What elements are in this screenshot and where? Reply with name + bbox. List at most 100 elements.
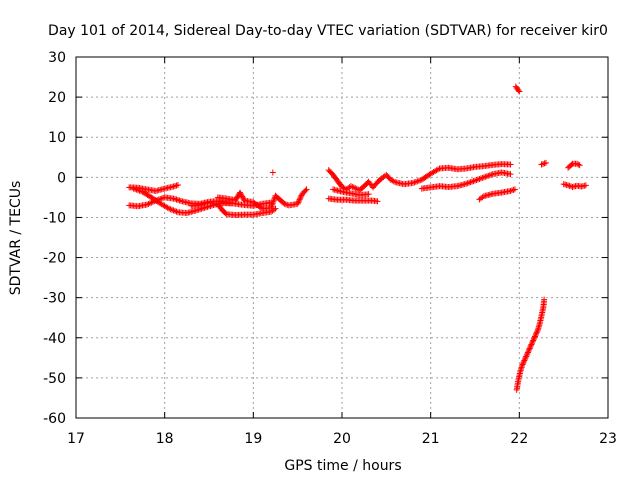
data-point — [302, 187, 309, 194]
x-tick-label: 23 — [599, 431, 617, 447]
data-point — [349, 183, 356, 190]
data-point — [533, 330, 540, 337]
data-point — [531, 333, 538, 340]
data-point — [486, 172, 493, 179]
data-point — [365, 191, 372, 198]
data-point — [146, 200, 153, 207]
data-point — [232, 197, 239, 204]
data-point — [135, 187, 142, 194]
data-point — [239, 194, 246, 201]
data-point — [414, 178, 421, 185]
data-point — [520, 360, 527, 367]
data-point — [411, 179, 418, 186]
data-point — [173, 208, 180, 215]
data-point — [533, 329, 540, 336]
data-point — [511, 186, 518, 193]
data-point — [295, 199, 302, 206]
data-point — [296, 196, 303, 203]
data-point — [237, 190, 244, 197]
grid-lines — [76, 57, 608, 418]
data-point — [510, 186, 517, 193]
data-point — [412, 178, 419, 185]
y-tick-label: -10 — [43, 210, 66, 226]
data-point — [530, 337, 537, 344]
data-point — [130, 185, 137, 192]
y-tick-label: -50 — [43, 371, 66, 387]
data-point — [170, 207, 177, 214]
data-point — [566, 182, 573, 189]
data-point — [521, 357, 528, 364]
chart-title: Day 101 of 2014, Sidereal Day-to-day VTE… — [48, 23, 608, 39]
data-point — [237, 189, 244, 196]
data-point — [148, 199, 155, 206]
data-point — [524, 350, 531, 357]
data-point — [472, 177, 478, 184]
data-point — [582, 182, 589, 189]
data-point — [469, 178, 476, 185]
data-point — [485, 172, 492, 179]
data-point — [172, 183, 179, 190]
data-point — [527, 342, 534, 349]
data-point — [239, 193, 246, 200]
data-point — [477, 175, 484, 182]
data-point — [133, 186, 140, 193]
data-point — [374, 198, 381, 205]
data-point — [483, 173, 490, 180]
data-point — [297, 195, 304, 202]
data-point — [520, 358, 527, 365]
data-point — [350, 184, 357, 191]
x-tick-label: 19 — [244, 431, 262, 447]
data-point — [269, 169, 276, 176]
data-point — [480, 174, 487, 181]
data-point — [507, 171, 514, 178]
data-point — [172, 208, 179, 215]
data-point — [529, 340, 536, 347]
data-point — [169, 206, 176, 213]
y-tick-label: 0 — [57, 170, 66, 186]
data-point — [518, 362, 525, 369]
data-point — [507, 161, 514, 168]
data-point — [297, 193, 304, 200]
data-point — [463, 180, 470, 187]
data-point — [257, 204, 264, 211]
data-point — [568, 161, 575, 168]
data-point — [281, 200, 288, 207]
data-point — [534, 328, 541, 335]
x-tick-labels: 17 18 19 20 21 22 23 — [67, 431, 617, 447]
data-point — [542, 159, 549, 166]
data-point — [167, 206, 174, 213]
data-point — [539, 160, 546, 167]
data-point — [541, 160, 548, 167]
x-tick-label: 21 — [422, 431, 440, 447]
data-point — [538, 161, 545, 168]
y-tick-label: 30 — [48, 50, 66, 66]
data-point — [516, 88, 523, 95]
data-point — [132, 186, 139, 193]
data-point — [143, 201, 150, 208]
data-point — [522, 354, 529, 361]
data-point — [470, 178, 477, 185]
data-point — [515, 87, 522, 94]
data-point — [238, 192, 245, 199]
data-point — [435, 166, 442, 173]
y-tick-label: -30 — [43, 291, 66, 307]
data-point — [524, 349, 531, 356]
data-point — [479, 194, 486, 201]
x-tick-label: 20 — [333, 431, 351, 447]
data-point — [233, 195, 240, 202]
data-point — [529, 338, 536, 345]
plot-frame — [75, 56, 609, 419]
data-point — [473, 177, 480, 184]
data-point — [136, 187, 143, 194]
data-point — [519, 361, 526, 368]
data-point — [164, 204, 171, 211]
data-point — [526, 346, 533, 353]
data-point — [528, 341, 535, 348]
data-point — [174, 181, 181, 188]
data-point — [527, 344, 534, 351]
y-tick-label: -60 — [43, 411, 66, 427]
x-axis-label: GPS time / hours — [284, 458, 401, 474]
data-point — [282, 201, 289, 208]
data-point — [166, 205, 173, 212]
